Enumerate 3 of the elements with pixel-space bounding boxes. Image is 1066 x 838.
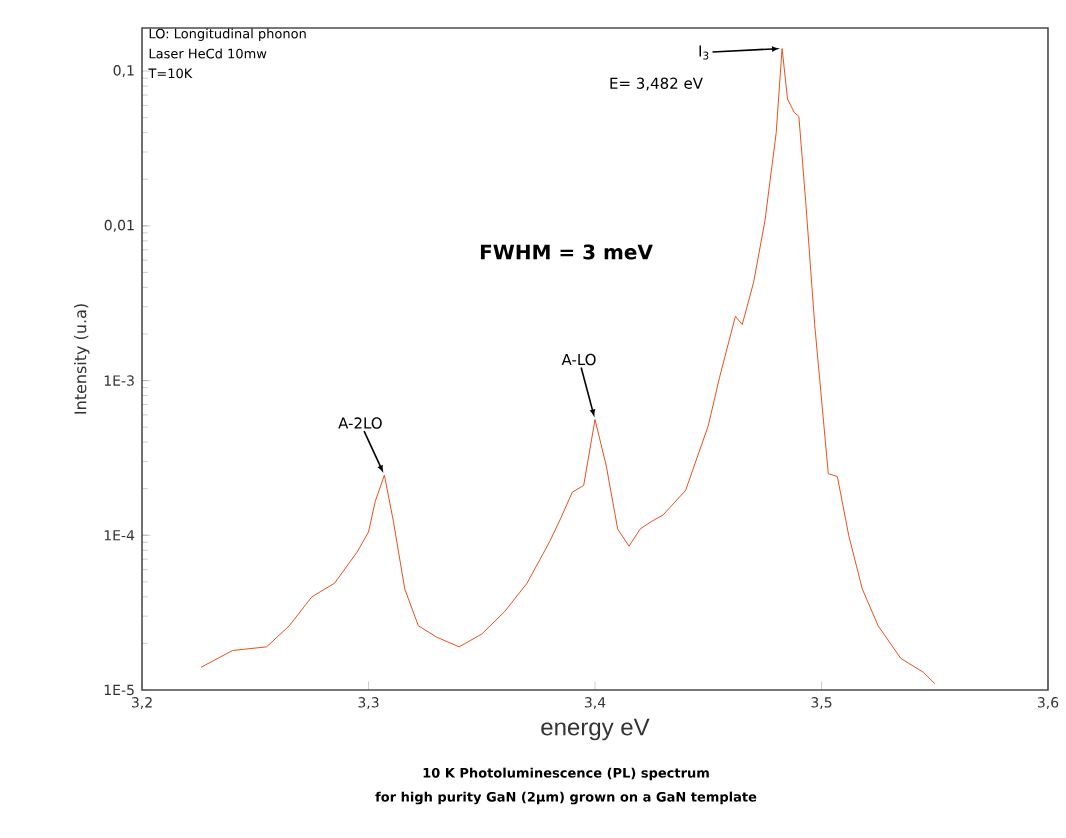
- annotation: FWHM = 3 meV: [480, 244, 653, 260]
- y-axis-title: Intensity (u.a): [74, 304, 90, 414]
- x-axis-title: energy eV: [541, 718, 650, 741]
